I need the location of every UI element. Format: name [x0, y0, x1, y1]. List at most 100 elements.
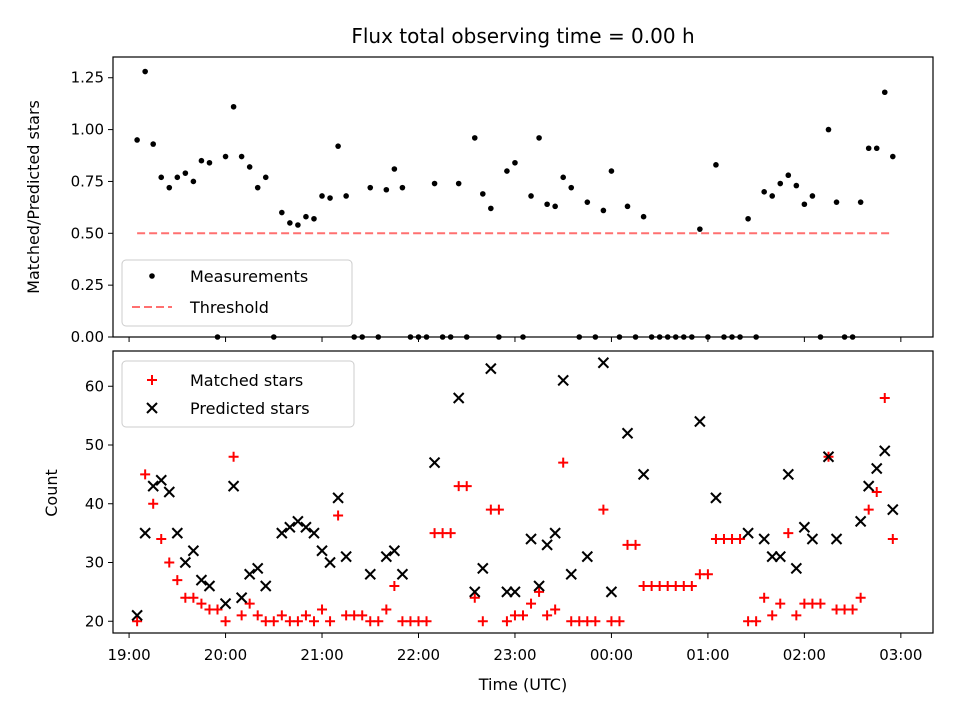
predicted-star-marker [854, 515, 867, 528]
measurement-point [568, 184, 575, 191]
measurement-point [608, 168, 615, 174]
predicted-star-marker [324, 556, 336, 569]
matched-star-marker [333, 510, 344, 521]
predicted-star-marker [605, 586, 618, 598]
matched-star-marker [188, 592, 199, 603]
predicted-star-marker [581, 550, 594, 563]
matched-star-marker [855, 592, 866, 603]
count-y-tick-label: 50 [85, 436, 104, 454]
legend-matched-marker [147, 375, 157, 385]
matched-star-marker [421, 616, 432, 627]
predicted-star-marker [300, 521, 312, 533]
matched-star-marker [228, 451, 239, 462]
measurement-point [512, 159, 518, 166]
matched-star-marker [863, 504, 874, 515]
matched-star-marker [300, 610, 311, 621]
predicted-marker-stroke [557, 374, 569, 387]
count-plot-frame [112, 350, 934, 634]
predicted-marker-stroke [227, 480, 240, 492]
predicted-marker-stroke [163, 486, 175, 498]
predicted-marker-stroke [525, 533, 537, 545]
matched-star-marker [775, 598, 786, 609]
predicted-marker-stroke [541, 539, 553, 551]
measurement-point [431, 180, 438, 187]
measurement-point [600, 207, 607, 214]
predicted-star-marker [621, 427, 634, 439]
measurement-point [488, 205, 494, 212]
ratio-y-tick-label: 0.25 [71, 276, 104, 294]
legend-measurements-marker [149, 273, 155, 279]
measurement-point [480, 191, 486, 197]
measurement-point [833, 199, 840, 205]
matched-star-marker [445, 528, 456, 539]
measurement-point [584, 199, 591, 205]
matched-star-marker [614, 616, 625, 627]
measurement-point [857, 199, 864, 205]
measurement-point [873, 145, 880, 152]
count-x-tick-label: 20:00 [204, 646, 247, 664]
matched-star-marker [815, 598, 826, 609]
measurement-point [206, 159, 213, 166]
matched-star-marker [791, 610, 802, 621]
matched-star-marker [590, 616, 601, 627]
count-x-tick-label: 23:00 [493, 646, 536, 664]
count-panel: Count Time (UTC) 20 30 40 50 60 19:00 20:00 21:… [42, 350, 934, 694]
matched-star-marker [518, 610, 528, 621]
measurement-point [785, 172, 792, 179]
matched-star-marker [542, 610, 553, 621]
ratio-y-tick-label: 0.00 [71, 328, 104, 346]
count-legend-box [121, 360, 355, 428]
predicted-marker-stroke [637, 468, 650, 481]
predicted-marker-stroke [469, 586, 481, 598]
predicted-star-marker [187, 545, 200, 557]
measurement-point [335, 143, 341, 149]
measurement-point [881, 89, 888, 96]
predicted-marker-stroke [428, 456, 441, 469]
measurement-point [182, 170, 189, 176]
count-axes: 20 30 40 50 60 19:00 20:00 21:00 22:00 23:00 00:00… [85, 377, 923, 664]
predicted-marker-stroke [806, 533, 819, 545]
matched-star-marker [292, 616, 303, 627]
predicted-star-marker [694, 415, 706, 428]
predicted-marker-stroke [324, 556, 336, 569]
predicted-marker-stroke [308, 527, 320, 539]
measurement-point [528, 193, 534, 199]
predicted-star-marker [428, 456, 441, 469]
measurement-point [367, 184, 374, 191]
predicted-marker-stroke [332, 492, 344, 504]
predicted-marker-stroke [485, 362, 497, 375]
matched-star-marker [550, 604, 561, 615]
measurement-point [761, 189, 767, 195]
ratio-y-tick-label: 1.25 [71, 69, 104, 87]
predicted-marker-stroke [565, 568, 577, 580]
predicted-star-marker [637, 468, 650, 481]
time-x-axis-label: Time (UTC) [478, 675, 567, 694]
measurement-point [295, 222, 301, 228]
measurement-point [222, 153, 229, 160]
predicted-marker-stroke [155, 474, 167, 486]
predicted-marker-stroke [887, 503, 899, 516]
chart-title: Flux total observing time = 0.00 h [351, 24, 694, 48]
measurement-point [174, 174, 181, 181]
matched-star-marker [534, 586, 545, 597]
measurement-point [865, 145, 872, 152]
measurement-point [890, 153, 896, 160]
matched-star-marker [244, 598, 255, 609]
predicted-marker-stroke [171, 527, 184, 539]
predicted-star-marker [774, 550, 786, 563]
ratio-legend: Measurements Threshold [121, 259, 353, 327]
count-x-tick-label: 02:00 [783, 646, 826, 664]
predicted-star-marker [806, 533, 819, 545]
matched-star-marker [887, 534, 898, 544]
predicted-star-marker [171, 527, 184, 539]
predicted-star-marker [139, 527, 151, 539]
measurement-point [254, 184, 261, 191]
measurement-point [230, 103, 237, 110]
matched-star-marker [212, 604, 223, 615]
measurement-point [303, 213, 309, 220]
predicted-star-marker [557, 374, 569, 387]
measurement-point [745, 215, 751, 222]
measurement-point [246, 164, 253, 170]
